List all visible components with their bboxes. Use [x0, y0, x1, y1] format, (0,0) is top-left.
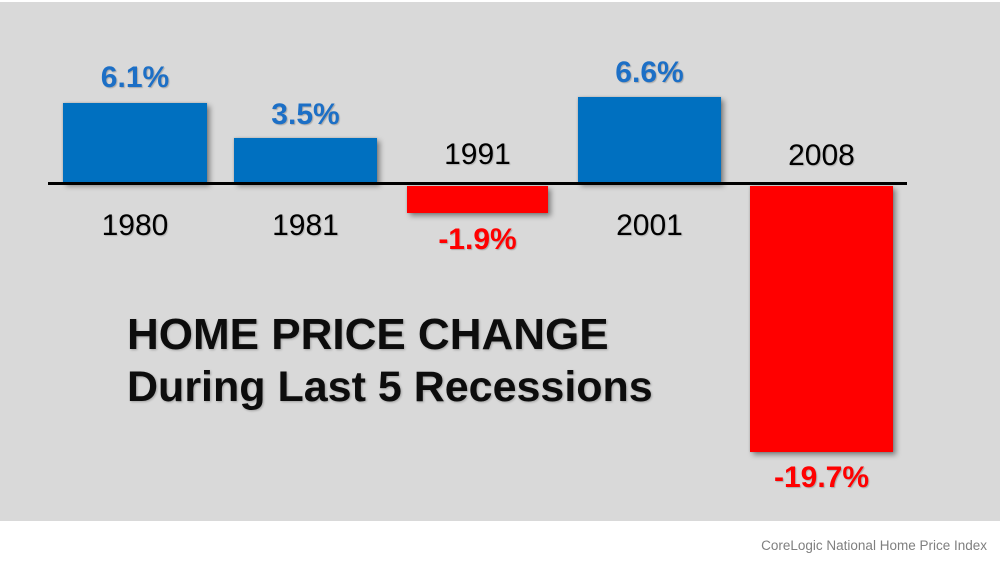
value-label-1981: 3.5% [271, 98, 340, 131]
chart-panel: 6.1% 3.5% -1.9% 6.6% -19.7% 1980 1981 19… [0, 2, 1000, 521]
chart-subtitle: During Last 5 Recessions [127, 363, 653, 411]
value-label-1991: -1.9% [438, 223, 517, 256]
bar-1991 [407, 186, 548, 213]
axis-baseline [48, 182, 907, 185]
bar-2001 [578, 97, 721, 183]
year-label-2001: 2001 [616, 209, 683, 242]
year-label-1981: 1981 [272, 209, 339, 242]
year-label-2008: 2008 [788, 139, 855, 172]
value-label-2001: 6.6% [615, 56, 684, 89]
value-label-2008: -19.7% [773, 461, 870, 494]
bar-2008 [750, 186, 893, 452]
bar-1981 [234, 138, 377, 183]
value-label-1980: 6.1% [100, 61, 170, 94]
year-label-1991: 1991 [444, 138, 511, 171]
bar-1980 [63, 103, 207, 183]
year-label-1980: 1980 [101, 209, 169, 242]
chart-title: HOME PRICE CHANGE [127, 310, 609, 359]
source-caption: CoreLogic National Home Price Index [761, 538, 987, 553]
